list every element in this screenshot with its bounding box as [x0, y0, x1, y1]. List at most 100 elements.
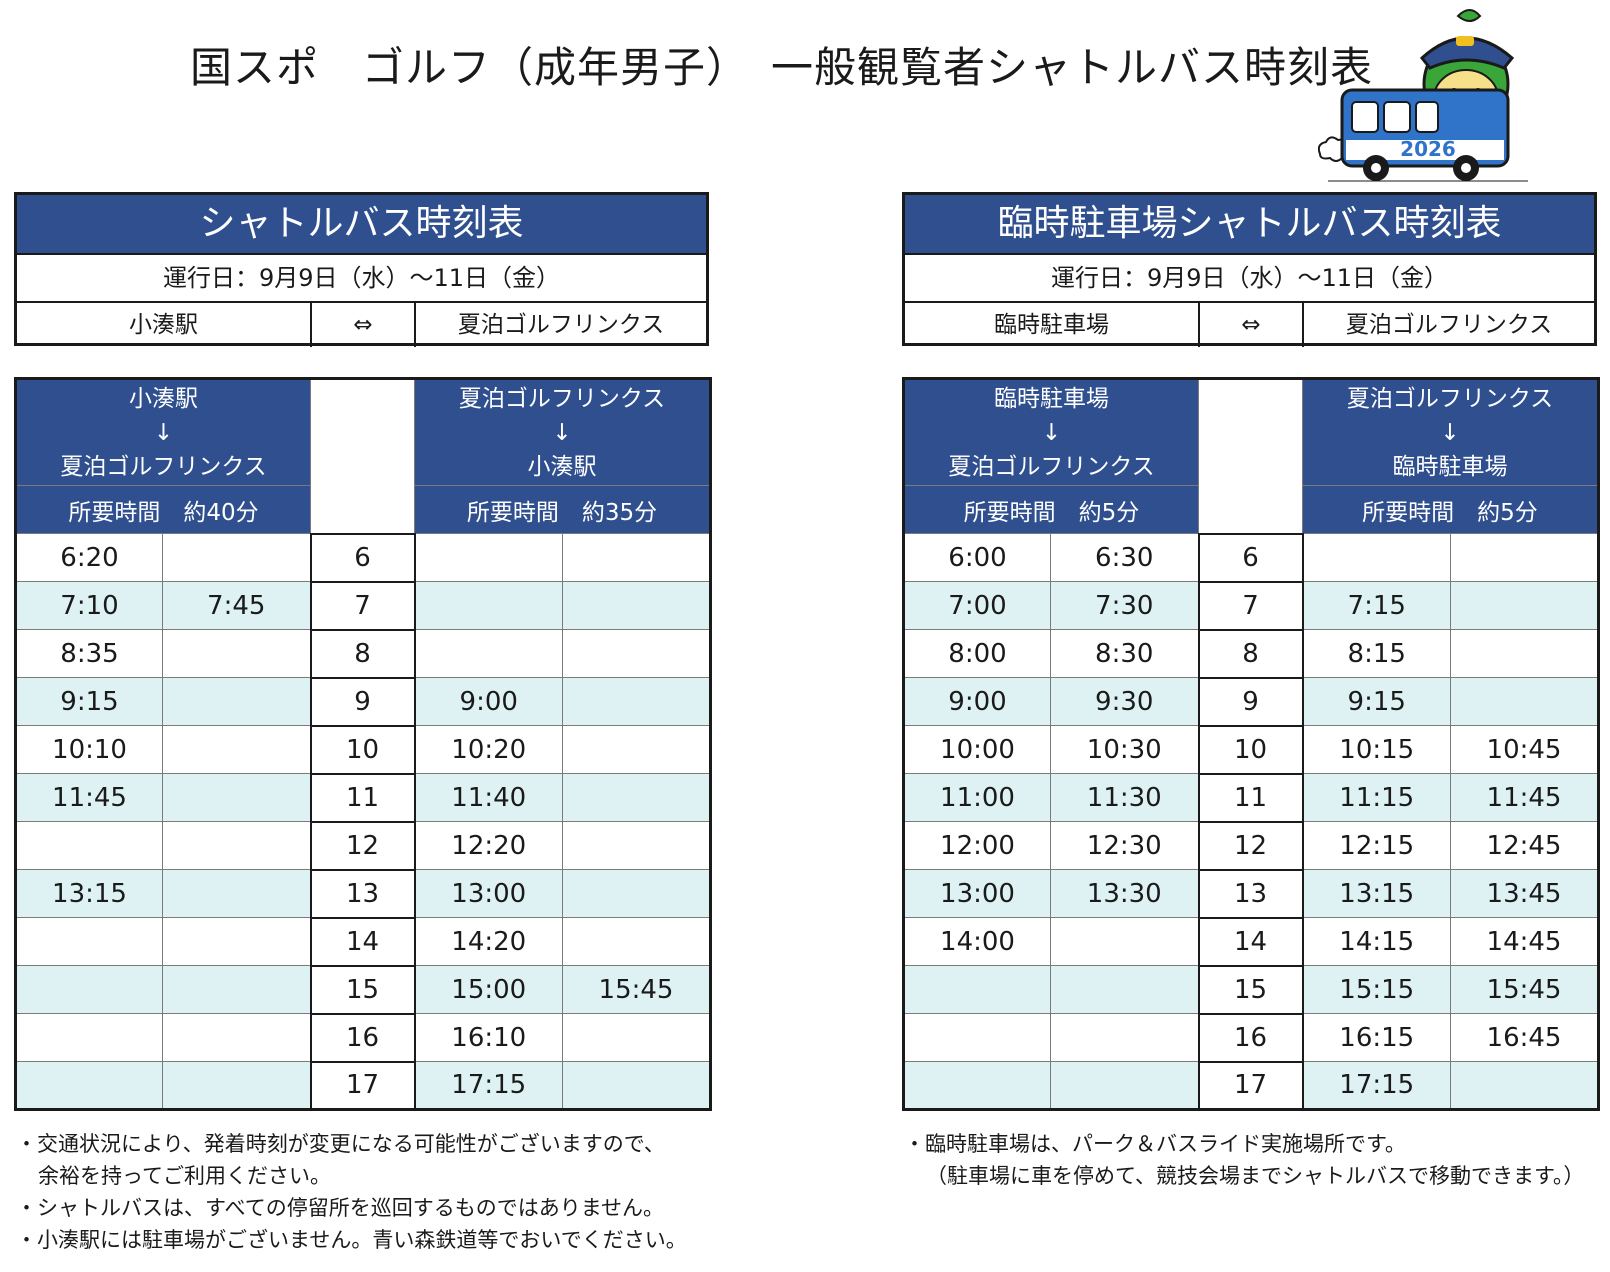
outbound-time-cell: 7:00	[903, 581, 1051, 630]
inbound-time-cell: 11:15	[1302, 773, 1451, 822]
inbound-time-cell: 14:45	[1450, 917, 1599, 966]
inbound-time-cell	[562, 533, 711, 582]
inbound-time-cell: 9:00	[414, 677, 563, 726]
hour-cell: 14	[309, 916, 416, 967]
right-outbound-duration: 所要時間 約5分	[903, 485, 1199, 534]
left-header-title: シャトルバス時刻表	[17, 195, 706, 255]
table-row: 9:00 9:30 9 9:15	[903, 676, 1599, 727]
table-row: 6:20 6	[15, 532, 711, 583]
inbound-time-cell	[1450, 1061, 1599, 1110]
note-line: ・臨時駐車場は、パーク＆バスライド実施場所です。	[904, 1132, 1406, 1156]
hour-cell: 7	[1197, 580, 1304, 631]
left-notes: ・交通状況により、発着時刻が変更になる可能性がございますので、 余裕を持ってご利…	[16, 1128, 687, 1256]
right-outbound-from: 臨時駐車場	[994, 385, 1109, 412]
right-inbound-from: 夏泊ゴルフリンクス	[1346, 385, 1554, 412]
hour-cell: 14	[1197, 916, 1304, 967]
inbound-time-cell	[562, 677, 711, 726]
hour-cell: 9	[1197, 676, 1304, 727]
table-row: 17 17:15	[903, 1060, 1599, 1111]
inbound-time-cell: 13:45	[1450, 869, 1599, 918]
right-notes: ・臨時駐車場は、パーク＆バスライド実施場所です。 （駐車場に車を停めて、競技会場…	[904, 1128, 1584, 1192]
outbound-time-cell: 6:00	[903, 533, 1051, 582]
outbound-time-cell	[162, 773, 311, 822]
inbound-time-cell: 10:20	[414, 725, 563, 774]
inbound-time-cell	[1302, 533, 1451, 582]
right-header-box: 臨時駐車場シャトルバス時刻表 運行日：9月9日（水）～11日（金） 臨時駐車場 …	[902, 192, 1597, 347]
outbound-time-cell: 13:30	[1050, 869, 1199, 918]
inbound-time-cell	[562, 1061, 711, 1110]
inbound-time-cell: 8:15	[1302, 629, 1451, 678]
right-route-arrow: ⇔	[1200, 303, 1304, 347]
inbound-time-cell: 12:15	[1302, 821, 1451, 870]
inbound-time-cell	[562, 773, 711, 822]
outbound-time-cell	[162, 821, 311, 870]
inbound-time-cell: 12:20	[414, 821, 563, 870]
left-operating-days: 運行日：9月9日（水）～11日（金）	[17, 255, 706, 303]
down-arrow-icon: ↓	[1041, 419, 1062, 446]
inbound-time-cell	[1450, 629, 1599, 678]
outbound-time-cell	[903, 965, 1051, 1014]
outbound-time-cell	[162, 917, 311, 966]
outbound-time-cell: 13:00	[903, 869, 1051, 918]
inbound-time-cell: 15:00	[414, 965, 563, 1014]
table-row: 16 16:15 16:45	[903, 1012, 1599, 1063]
outbound-time-cell	[15, 1061, 163, 1110]
note-line: 余裕を持ってご利用ください。	[38, 1164, 331, 1188]
outbound-time-cell: 13:15	[15, 869, 163, 918]
table-row: 7:00 7:30 7 7:15	[903, 580, 1599, 631]
inbound-time-cell: 13:00	[414, 869, 563, 918]
left-route-to: 夏泊ゴルフリンクス	[457, 312, 665, 338]
down-arrow-icon: ↓	[1440, 419, 1460, 446]
outbound-time-cell: 10:30	[1050, 725, 1199, 774]
table-row: 14 14:20	[15, 916, 711, 967]
inbound-time-cell	[414, 581, 563, 630]
outbound-time-cell: 11:30	[1050, 773, 1199, 822]
outbound-time-cell	[162, 725, 311, 774]
left-outbound-direction: 小湊駅 ↓ 夏泊ゴルフリンクス	[15, 378, 311, 486]
outbound-time-cell	[1050, 965, 1199, 1014]
table-row: 13:15 13 13:00	[15, 868, 711, 919]
left-outbound-to: 夏泊ゴルフリンクス	[60, 453, 267, 480]
outbound-time-cell: 10:00	[903, 725, 1051, 774]
page-title: 国スポ ゴルフ（成年男子） 一般観覧者シャトルバス時刻表	[190, 43, 1374, 92]
inbound-time-cell	[562, 581, 711, 630]
left-header-box: シャトルバス時刻表 運行日：9月9日（水）～11日（金） 小湊駅 ⇔ 夏泊ゴルフ…	[14, 192, 709, 347]
outbound-time-cell	[15, 917, 163, 966]
table-row: 12:00 12:30 12 12:15 12:45	[903, 820, 1599, 871]
outbound-time-cell	[162, 629, 311, 678]
note-line: （駐車場に車を停めて、競技会場までシャトルバスで移動できます。）	[926, 1164, 1585, 1188]
inbound-time-cell: 11:40	[414, 773, 563, 822]
hour-cell: 17	[309, 1060, 416, 1111]
inbound-time-cell: 14:20	[414, 917, 563, 966]
hour-cell: 6	[1197, 532, 1304, 583]
inbound-time-cell: 14:15	[1302, 917, 1451, 966]
outbound-time-cell: 7:45	[162, 581, 311, 630]
inbound-time-cell: 7:15	[1302, 581, 1451, 630]
inbound-time-cell	[414, 629, 563, 678]
note-line: ・小湊駅には駐車場がございません。青い森鉄道等でおいでください。	[16, 1228, 687, 1252]
right-route-to: 夏泊ゴルフリンクス	[1345, 312, 1553, 338]
outbound-time-cell	[15, 821, 163, 870]
table-row: 12 12:20	[15, 820, 711, 871]
left-outbound-from: 小湊駅	[129, 385, 198, 412]
outbound-time-cell: 7:30	[1050, 581, 1199, 630]
outbound-time-cell	[162, 533, 311, 582]
outbound-time-cell	[15, 1013, 163, 1062]
hour-cell: 12	[1197, 820, 1304, 871]
outbound-time-cell: 14:00	[903, 917, 1051, 966]
bus-year-badge: 2026	[1400, 137, 1456, 161]
hour-cell: 8	[309, 628, 416, 679]
left-inbound-from: 夏泊ゴルフリンクス	[458, 385, 666, 412]
inbound-time-cell: 15:45	[562, 965, 711, 1014]
hour-cell: 7	[309, 580, 416, 631]
outbound-time-cell: 7:10	[15, 581, 163, 630]
outbound-time-cell	[162, 1061, 311, 1110]
right-hour-header	[1198, 378, 1303, 534]
table-row: 8:35 8	[15, 628, 711, 679]
table-row: 17 17:15	[15, 1060, 711, 1111]
inbound-time-cell: 15:15	[1302, 965, 1451, 1014]
outbound-time-cell: 8:30	[1050, 629, 1199, 678]
inbound-time-cell: 11:45	[1450, 773, 1599, 822]
inbound-time-cell	[562, 629, 711, 678]
inbound-time-cell	[1450, 677, 1599, 726]
